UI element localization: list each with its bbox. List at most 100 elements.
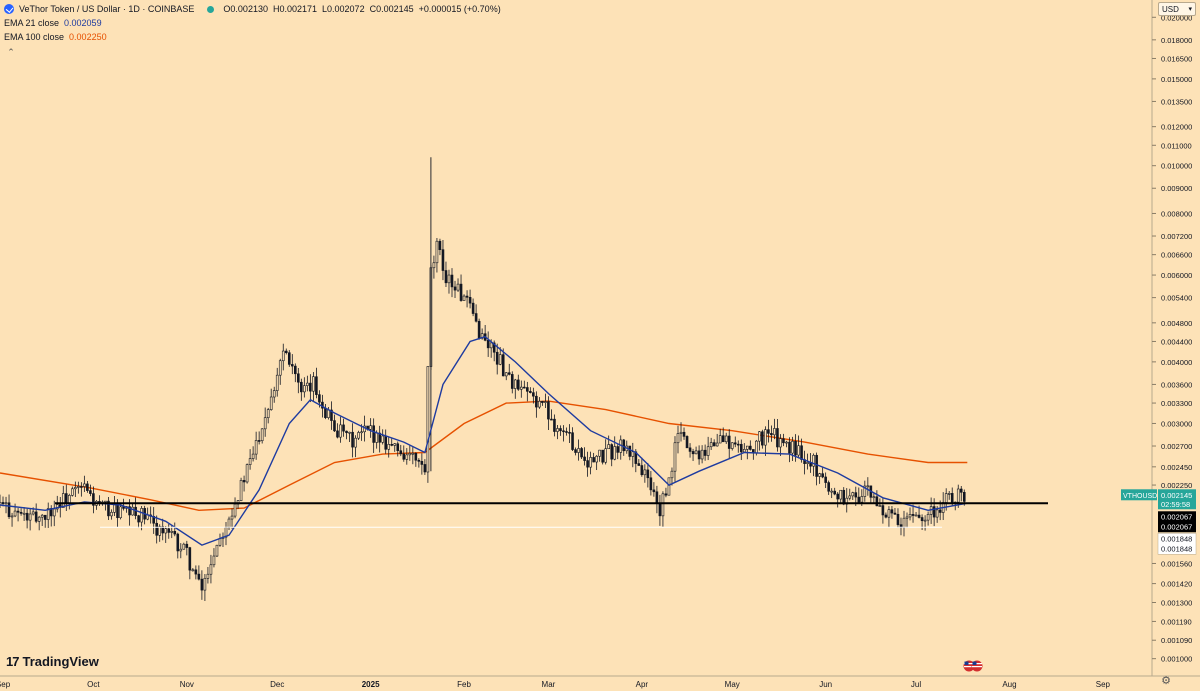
- time-axis[interactable]: Sep Oct Nov Dec 2025 Feb Mar Apr May Jun Jul Aug Sep: [0, 675, 1200, 689]
- candle-body: [616, 446, 620, 453]
- candle-body: [447, 274, 451, 284]
- candle-body: [631, 451, 635, 457]
- chevron-up-icon[interactable]: ⌃: [7, 47, 15, 57]
- candle-body: [486, 339, 490, 349]
- candle-body: [721, 435, 725, 443]
- candle-body: [104, 500, 107, 503]
- candle-body: [10, 515, 14, 518]
- candle-body: [782, 438, 785, 444]
- ohlc-open: O0.002130: [223, 2, 268, 16]
- candle-body: [746, 445, 749, 450]
- candle-body: [453, 286, 457, 291]
- candle-body: [884, 514, 888, 518]
- candle-body: [661, 493, 665, 517]
- candle-body: [230, 515, 234, 520]
- price-tick-label: 0.001090: [1161, 636, 1192, 645]
- candle-body: [393, 443, 397, 446]
- gear-icon[interactable]: ⚙: [1161, 675, 1171, 687]
- candle-body: [830, 490, 833, 493]
- price-tick-label: 0.005400: [1161, 294, 1192, 303]
- candle-body: [215, 544, 219, 557]
- legend-ema21-row[interactable]: EMA 21 close 0.002059: [4, 16, 501, 30]
- candle-body: [580, 448, 583, 458]
- price-tick-label: 0.006000: [1161, 271, 1192, 280]
- price-tick-label: 0.015000: [1161, 75, 1192, 84]
- tradingview-logo[interactable]: 17 TradingView: [6, 654, 99, 669]
- candle-body: [227, 518, 231, 528]
- horizontal-lines[interactable]: [55, 502, 1048, 528]
- candle-body: [290, 364, 294, 367]
- candle-body: [336, 430, 339, 438]
- candle-body: [218, 538, 222, 546]
- candle-body: [562, 430, 565, 433]
- time-tick-label: Sep: [0, 680, 11, 689]
- candle-body: [411, 452, 415, 455]
- candle-body: [357, 432, 360, 439]
- candle-body: [68, 495, 71, 504]
- candle-body: [170, 530, 174, 533]
- candle-body: [628, 445, 632, 457]
- candle-body: [824, 476, 827, 483]
- ohlc-high-key: H: [272, 4, 280, 14]
- candle-body: [550, 418, 553, 421]
- candle-body: [691, 451, 695, 455]
- ema21-label[interactable]: EMA 21 close: [4, 18, 60, 28]
- price-tick-label: 0.003300: [1161, 399, 1192, 408]
- candle-body: [507, 372, 511, 375]
- candle-body: [938, 509, 942, 513]
- candle-body: [598, 449, 601, 457]
- candle-body: [950, 493, 954, 504]
- time-tick-label: May: [725, 680, 740, 689]
- candle-body: [4, 502, 8, 505]
- candle-body: [300, 381, 303, 393]
- legend-symbol-row[interactable]: VeThor Token / US Dollar · 1D · COINBASE…: [4, 2, 501, 16]
- ema100-label[interactable]: EMA 100 close: [4, 32, 65, 42]
- candle-body: [315, 376, 318, 395]
- candle-body: [61, 493, 65, 508]
- candle-body: [417, 459, 421, 462]
- candle-body: [200, 578, 204, 591]
- candle-body: [673, 442, 677, 472]
- candle-body: [263, 417, 267, 430]
- candle-body: [245, 464, 249, 483]
- candle-body: [107, 500, 110, 517]
- symbol-title[interactable]: VeThor Token / US Dollar · 1D · COINBASE: [19, 4, 195, 14]
- candle-body: [592, 457, 595, 463]
- candle-body: [372, 425, 375, 443]
- line-badge-label: 0.001848: [1161, 534, 1192, 543]
- candle-body: [601, 449, 604, 463]
- candle-body: [881, 505, 885, 516]
- candle-body: [776, 428, 779, 448]
- candle-body: [739, 443, 743, 453]
- candle-body: [863, 485, 867, 497]
- legend-ema100-row[interactable]: EMA 100 close 0.002250: [4, 30, 501, 44]
- time-tick-label: 2025: [362, 680, 380, 689]
- candle-body: [1, 502, 5, 504]
- candle-body: [622, 439, 626, 452]
- candle-body: [664, 493, 668, 496]
- candle-body: [64, 493, 68, 504]
- candle-body: [935, 509, 939, 518]
- candle-body: [233, 503, 237, 517]
- candle-body: [375, 432, 378, 443]
- candle-body: [535, 395, 538, 408]
- price-axis[interactable]: 0.020000 0.018000 0.016500 0.015000 0.013500…: [1151, 0, 1192, 676]
- candle-body: [495, 351, 499, 365]
- candle-body: [866, 485, 870, 488]
- candle-body: [43, 514, 47, 520]
- candle-body: [339, 424, 342, 438]
- candle-body: [89, 490, 92, 494]
- last-price-badge: [1158, 489, 1196, 510]
- vethor-logo-icon: [4, 4, 14, 14]
- us-flag-icon[interactable]: [963, 660, 983, 672]
- candle-body: [342, 424, 345, 432]
- currency-select[interactable]: USD ▾: [1158, 2, 1196, 16]
- candle-body: [688, 447, 692, 452]
- candle-body: [504, 372, 508, 377]
- candle-body: [74, 487, 77, 490]
- candle-body: [770, 433, 773, 436]
- candle-body: [281, 350, 285, 362]
- candle-body: [610, 444, 614, 460]
- candle-body: [345, 430, 348, 434]
